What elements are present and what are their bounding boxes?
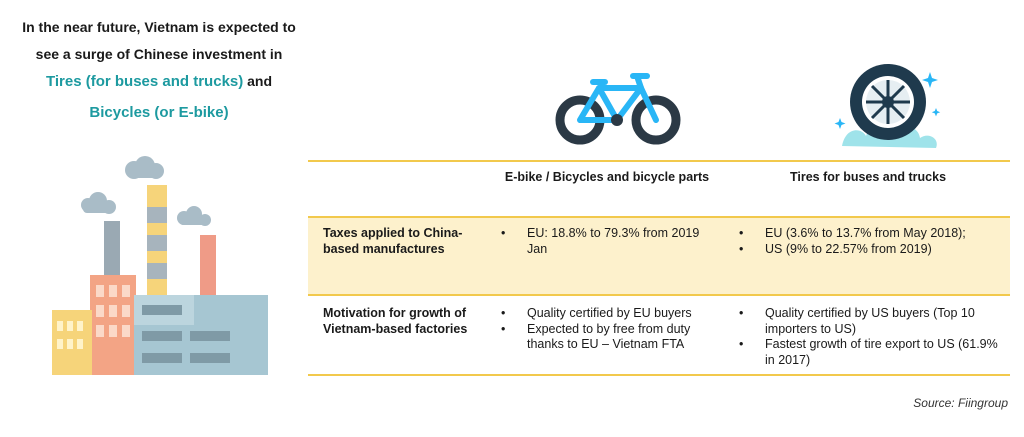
column-header-tires: Tires for buses and trucks	[789, 170, 947, 184]
headline-line-3: Tires (for buses and trucks) and	[0, 68, 318, 95]
motivation-tires-list: Quality certified by US buyers (Top 10 i…	[739, 306, 1009, 368]
table-top-rule	[308, 160, 1010, 162]
motivation-bicycles-list: Quality certified by EU buyers Expected …	[501, 306, 716, 353]
highlight-bicycles: Bicycles (or E-bike)	[89, 104, 229, 121]
taxes-bicycles-list: EU: 18.8% to 79.3% from 2019 Jan	[501, 226, 716, 257]
tire-icon	[834, 64, 941, 148]
highlight-tires: Tires (for buses and trucks)	[45, 73, 244, 90]
row-label-motivation: Motivation for growth of Vietnam-based f…	[323, 306, 468, 336]
table-header-rule	[308, 216, 1010, 218]
list-item: EU (3.6% to 13.7% from May 2018);	[739, 226, 1009, 242]
taxes-tires-list: EU (3.6% to 13.7% from May 2018); US (9%…	[739, 226, 1009, 257]
source-note: Source: Fiingroup	[913, 396, 1008, 410]
row-label-taxes: Taxes applied to China-based manufacture…	[323, 226, 463, 256]
headline-line-2: see a surge of Chinese investment in	[35, 46, 283, 62]
table-row-rule	[308, 294, 1010, 296]
list-item: Expected to by free from duty thanks to …	[501, 322, 716, 353]
list-item: Quality certified by EU buyers	[501, 306, 716, 322]
bicycle-icon	[555, 73, 681, 145]
headline-line-1: In the near future, Vietnam is expected …	[22, 19, 296, 35]
factory-icon	[52, 156, 268, 375]
list-item: US (9% to 22.57% from 2019)	[739, 242, 1009, 258]
list-item: Fastest growth of tire export to US (61.…	[739, 337, 1009, 368]
list-item: Quality certified by US buyers (Top 10 i…	[739, 306, 1009, 337]
column-header-bicycles: E-bike / Bicycles and bicycle parts	[504, 170, 710, 184]
headline: In the near future, Vietnam is expected …	[0, 14, 318, 126]
list-item: EU: 18.8% to 79.3% from 2019 Jan	[501, 226, 716, 257]
headline-connector: and	[243, 73, 273, 89]
table-bottom-rule	[308, 374, 1010, 376]
